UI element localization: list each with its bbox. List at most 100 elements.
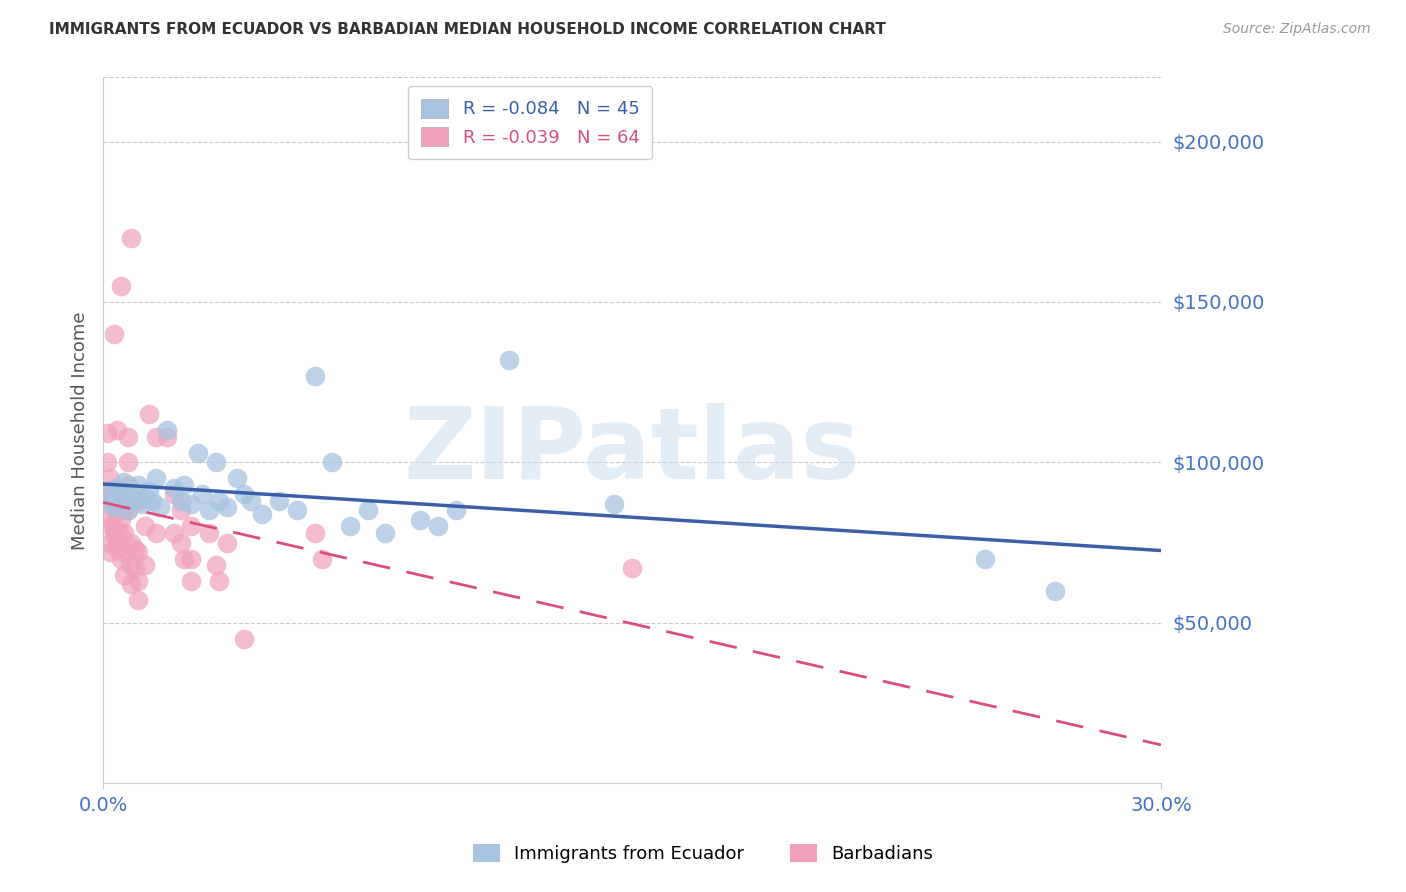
Point [131, 497, 153, 511]
Point [233, 632, 256, 646]
Point [98, 535, 121, 549]
Text: ZIPatlas: ZIPatlas [404, 403, 860, 500]
Point [98, 519, 121, 533]
Point [1043, 583, 1066, 598]
Point [304, 525, 326, 540]
Point [127, 545, 149, 559]
Point [110, 493, 132, 508]
Point [117, 430, 139, 444]
Point [180, 497, 202, 511]
Point [173, 477, 195, 491]
Point [145, 430, 167, 444]
Point [208, 493, 231, 508]
Point [110, 529, 132, 543]
Point [250, 507, 273, 521]
Point [110, 513, 132, 527]
Point [155, 423, 177, 437]
Point [285, 503, 308, 517]
Point [205, 455, 228, 469]
Point [103, 503, 125, 517]
Point [170, 535, 193, 549]
Point [163, 481, 186, 495]
Point [498, 352, 520, 367]
Point [103, 500, 125, 515]
Point [103, 326, 125, 341]
Point [120, 558, 142, 572]
Point [120, 487, 142, 501]
Point [120, 535, 142, 549]
Point [155, 430, 177, 444]
Point [110, 551, 132, 566]
Point [180, 574, 202, 588]
Point [117, 503, 139, 517]
Point [112, 475, 135, 489]
Point [98, 471, 121, 485]
Point [145, 525, 167, 540]
Y-axis label: Median Household Income: Median Household Income [72, 311, 89, 549]
Point [205, 558, 228, 572]
Point [269, 493, 291, 508]
Point [105, 481, 128, 495]
Point [138, 484, 160, 499]
Point [180, 519, 202, 533]
Point [603, 497, 626, 511]
Point [127, 493, 149, 508]
Text: IMMIGRANTS FROM ECUADOR VS BARBADIAN MEDIAN HOUSEHOLD INCOME CORRELATION CHART: IMMIGRANTS FROM ECUADOR VS BARBADIAN MED… [49, 22, 886, 37]
Point [191, 487, 214, 501]
Point [973, 551, 995, 566]
Point [180, 551, 202, 566]
Point [138, 407, 160, 421]
Point [103, 519, 125, 533]
Point [96, 509, 118, 524]
Point [120, 577, 142, 591]
Point [240, 493, 263, 508]
Point [304, 368, 326, 383]
Point [339, 519, 361, 533]
Point [96, 493, 118, 508]
Point [163, 525, 186, 540]
Point [112, 503, 135, 517]
Point [117, 455, 139, 469]
Point [198, 503, 221, 517]
Point [409, 513, 432, 527]
Point [170, 493, 193, 508]
Point [117, 477, 139, 491]
Point [356, 503, 378, 517]
Point [127, 574, 149, 588]
Point [105, 481, 128, 495]
Point [170, 503, 193, 517]
Point [117, 503, 139, 517]
Point [198, 525, 221, 540]
Point [141, 493, 163, 508]
Point [105, 541, 128, 556]
Point [98, 545, 121, 559]
Point [163, 487, 186, 501]
Point [621, 561, 644, 575]
Point [127, 593, 149, 607]
Point [110, 491, 132, 505]
Point [134, 558, 156, 572]
Point [427, 519, 450, 533]
Point [444, 503, 467, 517]
Point [96, 487, 118, 501]
Point [110, 279, 132, 293]
Point [112, 525, 135, 540]
Point [105, 500, 128, 515]
Legend: Immigrants from Ecuador, Barbadians: Immigrants from Ecuador, Barbadians [463, 833, 943, 874]
Point [145, 471, 167, 485]
Point [98, 493, 121, 508]
Point [134, 519, 156, 533]
Point [124, 541, 146, 556]
Point [103, 525, 125, 540]
Legend: R = -0.084   N = 45, R = -0.039   N = 64: R = -0.084 N = 45, R = -0.039 N = 64 [408, 87, 652, 160]
Point [120, 231, 142, 245]
Point [112, 567, 135, 582]
Point [98, 484, 121, 499]
Point [96, 426, 118, 441]
Point [187, 446, 209, 460]
Text: Source: ZipAtlas.com: Source: ZipAtlas.com [1223, 22, 1371, 37]
Point [103, 484, 125, 499]
Point [173, 551, 195, 566]
Point [311, 551, 333, 566]
Point [105, 535, 128, 549]
